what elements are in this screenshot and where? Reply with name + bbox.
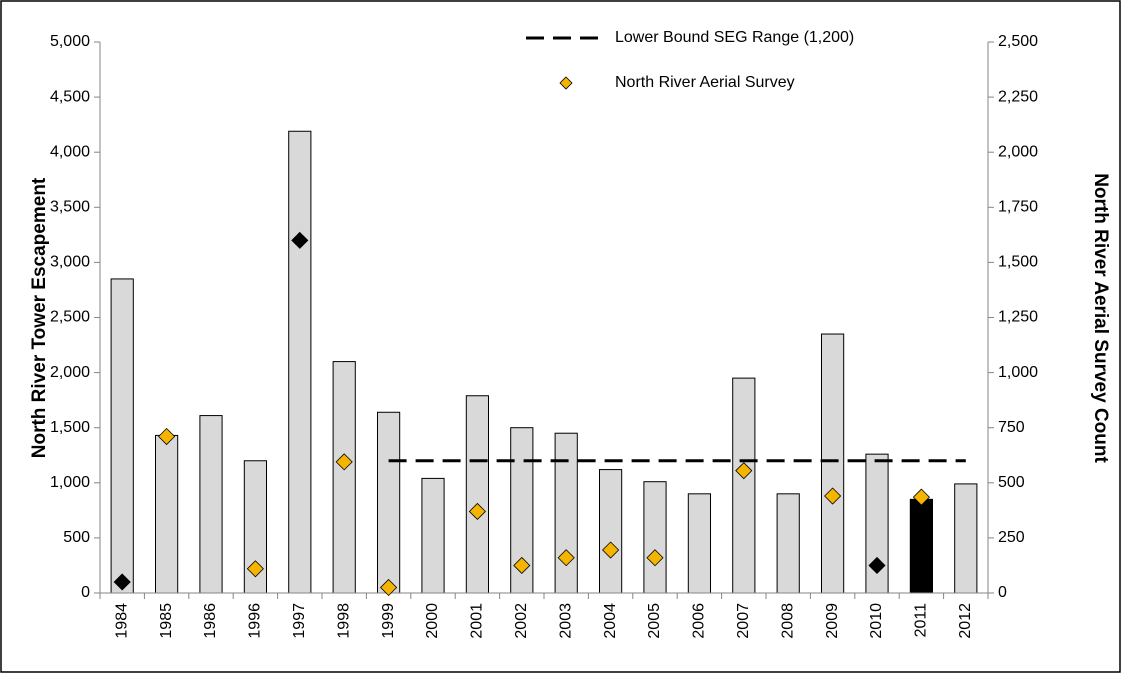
y2-tick-label: 1,000 [998, 364, 1038, 381]
diamond-marker [602, 541, 620, 559]
x-tick-label: 2003 [557, 603, 574, 639]
diamond-marker [468, 502, 486, 521]
bar [110, 278, 134, 594]
x-tick-label: 2006 [691, 603, 708, 639]
y-tick-label: 500 [63, 529, 90, 546]
diamond-marker [513, 556, 531, 575]
x-tick-label: 2007 [735, 603, 752, 639]
y2-tick-label: 1,250 [998, 309, 1038, 326]
x-tick-label: 2012 [957, 603, 974, 639]
bar [732, 377, 756, 594]
diamond-marker [868, 556, 886, 575]
x-tick-label: 2009 [824, 603, 841, 639]
y-tick-label: 3,500 [50, 199, 90, 216]
y-tick-label: 1,500 [50, 419, 90, 436]
y-tick-label: 4,500 [50, 88, 90, 105]
x-tick-label: 1997 [291, 603, 308, 639]
y-tick-label: 2,500 [50, 309, 90, 326]
y2-axis-title: North River Aerial Survey Count [1090, 173, 1111, 463]
x-tick-label: 2008 [779, 603, 796, 639]
y-tick-label: 4,000 [50, 143, 90, 160]
bar [599, 469, 623, 594]
x-tick-label: 1998 [335, 603, 352, 639]
x-tick-label: 1985 [158, 603, 175, 639]
x-tick-label: 2004 [602, 603, 619, 639]
x-tick-label: 2011 [913, 603, 930, 638]
bar [909, 498, 933, 594]
y-tick-label: 0 [81, 584, 90, 601]
x-tick-label: 1996 [247, 603, 264, 639]
y-tick-label: 5,000 [50, 33, 90, 50]
x-tick-label: 2000 [424, 603, 441, 639]
y2-tick-label: 250 [998, 529, 1025, 546]
diamond-marker [335, 453, 353, 471]
bar [332, 361, 356, 594]
y2-tick-label: 2,000 [998, 143, 1038, 160]
x-tick-label: 2010 [868, 603, 885, 639]
y-tick-label: 1,000 [50, 474, 90, 491]
diamond-marker [291, 231, 309, 249]
bar [821, 333, 845, 594]
bar [954, 483, 978, 594]
y2-tick-label: 2,500 [998, 33, 1038, 50]
diamond-marker [646, 549, 664, 567]
x-tick-label: 2001 [469, 603, 486, 639]
bar [643, 481, 667, 594]
y2-tick-label: 0 [998, 584, 1007, 601]
bar [687, 493, 711, 594]
x-tick-label: 1984 [113, 603, 130, 639]
x-tick-label: 2002 [513, 603, 530, 639]
y-tick-label: 2,000 [50, 364, 90, 381]
y-axis-title: North River Tower Escapement [29, 177, 50, 458]
bar [155, 434, 179, 594]
x-tick-label: 1999 [380, 603, 397, 639]
bar [465, 395, 489, 594]
diamond-marker [380, 578, 398, 597]
x-tick-label: 1986 [202, 603, 219, 639]
y2-tick-label: 1,750 [998, 199, 1038, 216]
y2-tick-label: 2,250 [998, 88, 1038, 105]
diamond-marker [557, 549, 575, 567]
diamond-marker [824, 487, 842, 505]
y2-tick-label: 500 [998, 474, 1025, 491]
y-tick-label: 3,000 [50, 254, 90, 271]
bar [776, 493, 800, 594]
legend-marker [559, 76, 573, 90]
legend-label: North River Aerial Survey [615, 74, 795, 91]
bar [554, 432, 578, 594]
diamond-marker [158, 427, 176, 446]
diamond-marker [246, 560, 264, 578]
bar [288, 130, 312, 594]
x-tick-label: 2005 [646, 603, 663, 639]
y2-tick-label: 750 [998, 419, 1025, 436]
diamond-marker [912, 488, 930, 506]
y2-tick-label: 1,500 [998, 254, 1038, 271]
legend-label: Lower Bound SEG Range (1,200) [615, 29, 854, 46]
diamond-marker [113, 573, 131, 591]
diamond-marker [735, 462, 753, 480]
bar [199, 415, 223, 594]
bar [421, 477, 445, 594]
bar [377, 411, 401, 594]
